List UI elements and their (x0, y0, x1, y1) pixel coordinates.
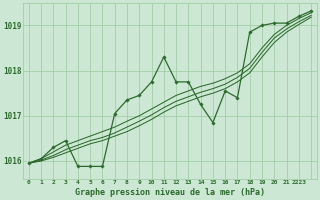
X-axis label: Graphe pression niveau de la mer (hPa): Graphe pression niveau de la mer (hPa) (75, 188, 265, 197)
